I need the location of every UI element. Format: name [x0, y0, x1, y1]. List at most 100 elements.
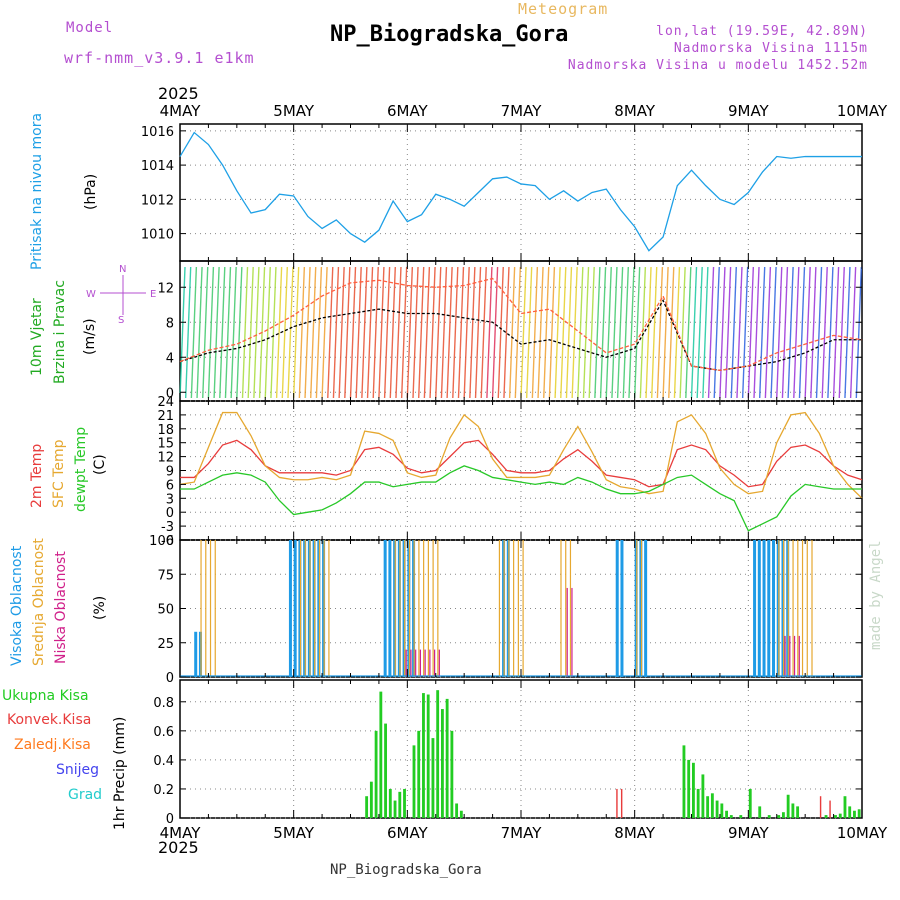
mid-cloud-bar [801, 540, 804, 677]
wind-barb [594, 266, 601, 399]
y-tick-label: -3 [161, 520, 174, 535]
wind-barb [253, 266, 260, 399]
wind-barb [378, 266, 385, 399]
mid-cloud-bar [323, 540, 325, 677]
low-cloud-bar [571, 587, 573, 677]
total-precip-bar [701, 774, 705, 818]
wind-barb [270, 266, 277, 399]
wind-barb [844, 266, 851, 399]
temp-ylabel-group: 2m Temp SFC Temp dewpt Temp (C) [29, 427, 108, 512]
wind-barb [406, 266, 414, 399]
mid-cloud-bar [522, 540, 524, 677]
high-cloud-bar [644, 540, 648, 677]
high-cloud-bar [767, 540, 771, 677]
conv-precip-bar [616, 788, 618, 818]
wind-barb [543, 266, 550, 399]
wind-barb [338, 266, 345, 399]
low-cloud-bar [793, 635, 796, 677]
legend-graupel: Grad [68, 787, 102, 803]
total-precip-bar [374, 730, 378, 818]
wind-barb [400, 266, 408, 399]
wind-barb [520, 266, 527, 399]
wind-barb [628, 266, 635, 399]
mid-cloud-bar [314, 540, 316, 677]
wind-barb [804, 266, 811, 399]
wind-barb [736, 266, 743, 399]
total-precip-bar [838, 813, 842, 818]
mid-cloud-bar [299, 540, 302, 677]
mid-cloud-bar [200, 540, 202, 677]
dewpoint-line [180, 465, 862, 532]
wind-barb [787, 266, 794, 399]
day-label-top: 4MAY [160, 102, 202, 120]
year-top: 2025 [158, 84, 199, 103]
total-precip-bar [791, 803, 795, 818]
wind-barb [184, 266, 192, 399]
mid-cloud-bar [404, 540, 406, 677]
y-tick-label: 0 [166, 812, 174, 827]
total-precip-bar [781, 812, 785, 818]
wind-barb [264, 266, 271, 399]
wind-barb [315, 266, 323, 399]
wind-ylabel-2: Brzina i Pravac [52, 280, 68, 384]
wind-barb [622, 266, 629, 399]
wind-barb [366, 266, 374, 399]
y-tick-label: -6 [161, 534, 174, 549]
mid-cloud-bar [214, 540, 216, 677]
wind-barb [287, 266, 294, 399]
day-label-bottom: 8MAY [614, 824, 656, 842]
mid-cloud-bar [498, 540, 501, 677]
wind-barb [491, 266, 499, 399]
wind-barb [707, 266, 715, 399]
wind-barb [389, 266, 396, 399]
wind-barb [537, 266, 544, 399]
y-tick-label: 9 [166, 465, 174, 480]
wind-barb [452, 266, 459, 399]
day-label-top: 9MAY [728, 102, 770, 120]
wind-barb [497, 266, 504, 399]
total-precip-bar [450, 730, 454, 818]
y-tick-label: 0 [166, 506, 174, 521]
mid-cloud-bar [797, 540, 799, 677]
wind-barb [560, 266, 567, 399]
day-label-top: 8MAY [614, 102, 656, 120]
wind-barb [685, 266, 692, 399]
wind-unit: (m/s) [82, 318, 98, 355]
wind-barb [446, 266, 453, 399]
mid-cloud-bar [806, 540, 808, 677]
y-tick-label: 0.4 [153, 754, 174, 769]
total-precip-bar [682, 745, 686, 818]
wind-barb [395, 266, 402, 399]
wind-ylabel-1: 10m Vjetar [29, 298, 45, 376]
low-cloud-bar [419, 649, 422, 677]
wind-barb [611, 266, 618, 399]
t2m-ylabel: 2m Temp [29, 444, 45, 508]
wind-barb [599, 266, 607, 399]
mid-cloud-bar [432, 540, 434, 677]
mid-cloud-bar [787, 540, 789, 677]
total-precip-bar [843, 796, 847, 818]
total-precip-bar [398, 791, 402, 818]
low-cloud-bar [798, 635, 800, 677]
wind-barb [582, 266, 590, 399]
low-cloud-bar [410, 649, 412, 677]
wind-barb [764, 266, 772, 399]
wind-barb [469, 266, 476, 399]
wind-barb [531, 266, 539, 399]
wind-speed-line [179, 298, 862, 372]
precip-ylabel: 1hr Precip (mm) [112, 717, 128, 830]
mid-cloud-bar [792, 540, 794, 677]
wind-barb [565, 266, 573, 399]
wind-barb [304, 266, 311, 399]
mid-cloud-bar [782, 540, 785, 677]
total-precip-bar [384, 723, 387, 818]
total-precip-bar [369, 781, 373, 818]
legend-conv-rain: Konvek.Kisa [7, 712, 91, 728]
pressure-ylabel-group: Pritisak na nivou mora (hPa) [29, 113, 99, 270]
lonlat-info: lon,lat (19.59E, 42.89N) [656, 24, 868, 39]
total-precip-bar [824, 815, 828, 818]
high-cloud-ylabel: Visoka Oblacnost [9, 545, 25, 666]
svg-text:E: E [150, 289, 156, 300]
wind-barb [616, 266, 624, 399]
mid-cloud-bar [508, 540, 510, 677]
